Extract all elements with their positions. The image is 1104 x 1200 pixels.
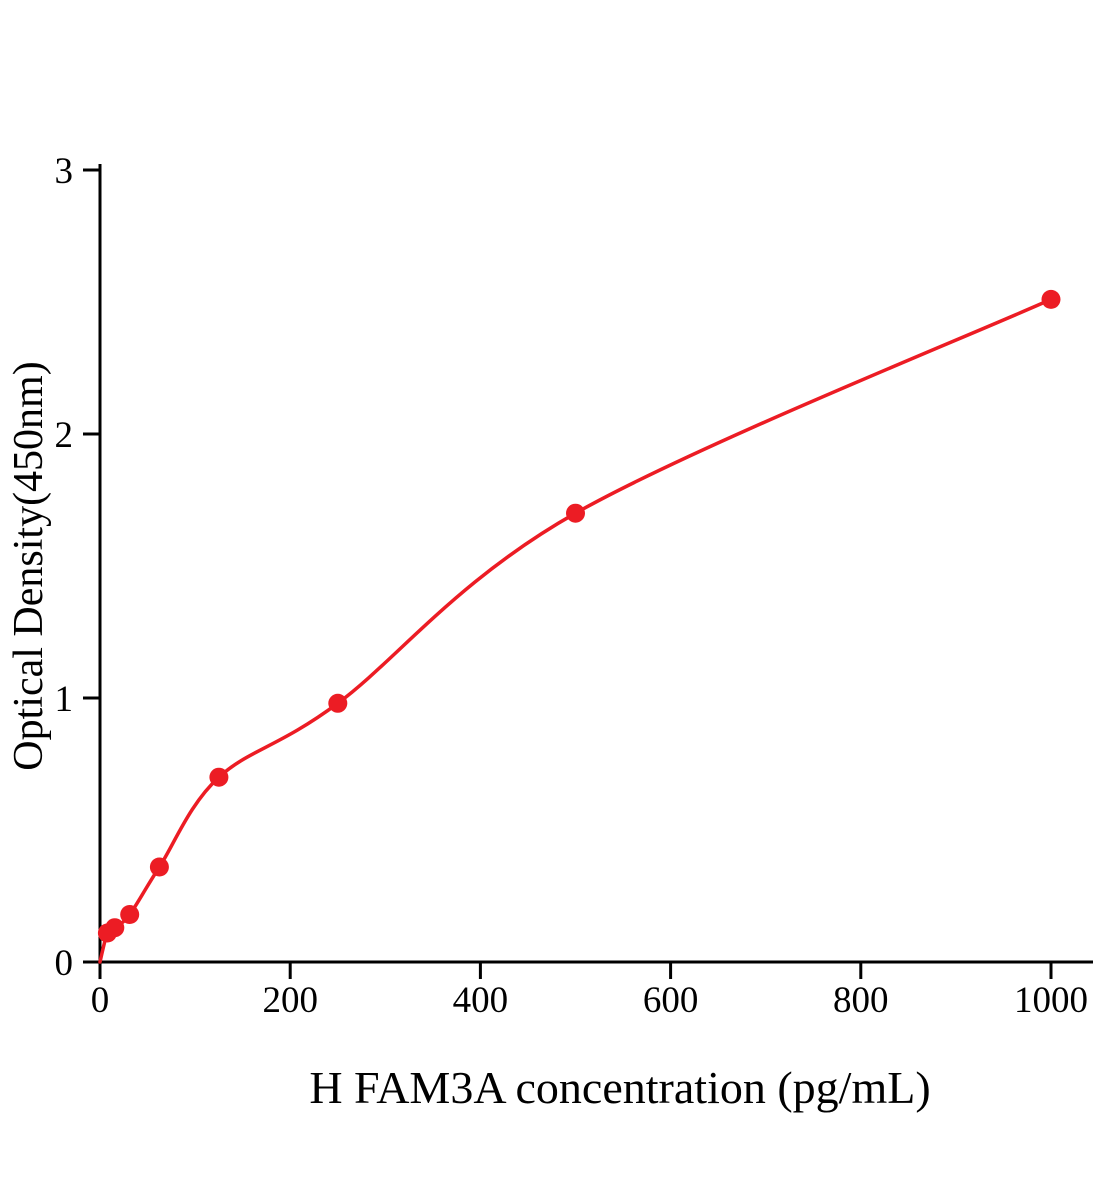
data-point [105, 918, 125, 938]
data-point [328, 693, 348, 713]
x-tick-label: 0 [91, 980, 110, 1021]
x-tick-label: 800 [833, 980, 889, 1021]
axes [98, 164, 1093, 964]
fit-curve [98, 297, 1053, 964]
y-axis-label: Optical Density(450nm) [6, 361, 52, 770]
x-tick-label: 200 [262, 980, 318, 1021]
y-tick-label: 1 [55, 679, 74, 720]
data-point [1041, 289, 1061, 309]
data-point [566, 503, 585, 523]
x-axis-label: H FAM3A concentration (pg/mL) [309, 1062, 930, 1113]
y-tick-label: 0 [55, 943, 74, 984]
plot-area: 0 200 400 600 800 1000 0 1 2 3 [55, 151, 1093, 1021]
y-tick-label: 3 [55, 151, 74, 192]
data-point [209, 767, 229, 787]
x-tick-label: 1000 [1014, 980, 1088, 1021]
x-tick-label: 400 [453, 980, 509, 1021]
y-tick-label: 2 [55, 415, 74, 456]
x-tick-label: 600 [643, 980, 699, 1021]
data-point [120, 905, 140, 924]
data-point [149, 857, 169, 877]
